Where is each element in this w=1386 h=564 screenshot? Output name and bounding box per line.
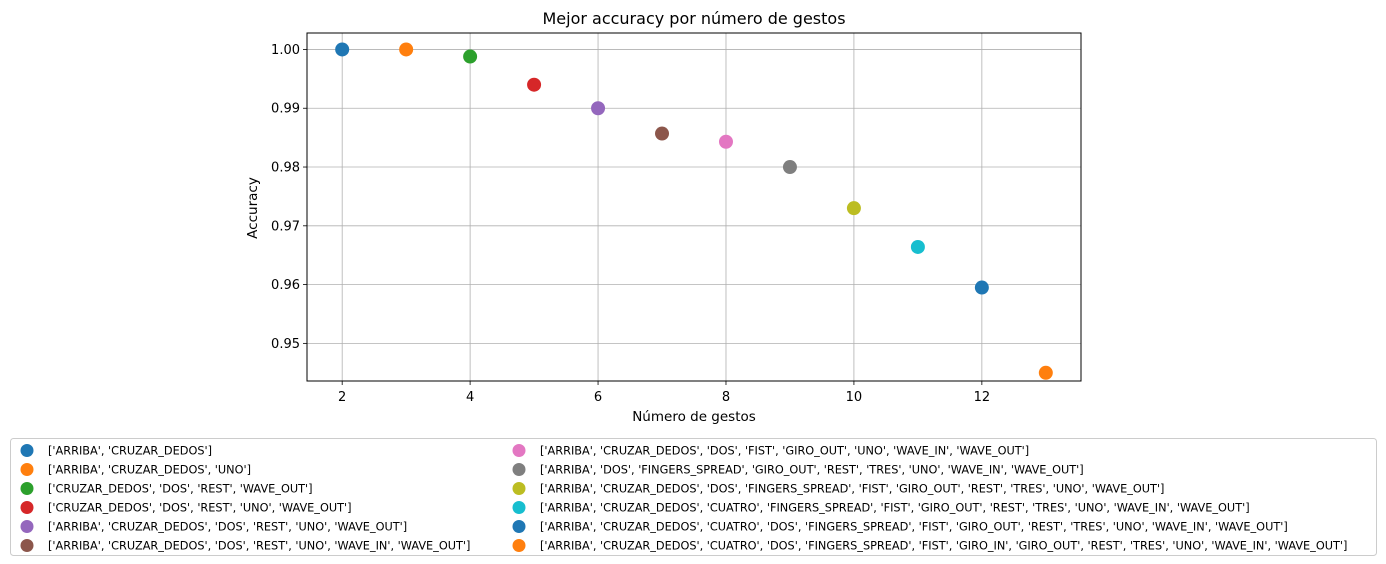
data-point <box>655 126 670 141</box>
legend-label: ['ARRIBA', 'CRUZAR_DEDOS', 'DOS', 'REST'… <box>48 521 407 534</box>
data-point <box>846 201 861 216</box>
x-axis-title: Número de gestos <box>632 409 756 425</box>
data-point <box>399 42 414 57</box>
y-axis-title: Accuracy <box>245 177 261 239</box>
legend-label: ['CRUZAR_DEDOS', 'DOS', 'REST', 'WAVE_OU… <box>48 483 313 496</box>
legend: ['ARRIBA', 'CRUZAR_DEDOS'] ['ARRIBA', 'CR… <box>10 438 1377 556</box>
legend-item: ['ARRIBA', 'CRUZAR_DEDOS', 'CUATRO', 'DO… <box>512 520 1288 534</box>
legend-marker <box>20 520 34 533</box>
y-tick-label: 1.00 <box>271 43 300 58</box>
legend-marker <box>20 539 34 552</box>
legend-label: ['ARRIBA', 'CRUZAR_DEDOS', 'DOS', 'FINGE… <box>540 483 1164 496</box>
legend-item: ['ARRIBA', 'CRUZAR_DEDOS', 'CUATRO', 'DO… <box>512 539 1347 553</box>
y-tick-label: 0.99 <box>271 102 300 117</box>
legend-marker <box>512 539 526 552</box>
x-tick-label: 10 <box>846 390 863 405</box>
data-point <box>910 239 925 254</box>
x-tick-label: 6 <box>594 390 602 405</box>
y-tick-label: 0.95 <box>271 337 300 352</box>
legend-item: ['CRUZAR_DEDOS', 'DOS', 'REST', 'WAVE_OU… <box>20 482 313 496</box>
x-tick-label: 2 <box>338 390 346 405</box>
legend-marker <box>512 482 526 495</box>
legend-marker <box>20 482 34 495</box>
legend-item: ['ARRIBA', 'CRUZAR_DEDOS', 'DOS', 'REST'… <box>20 539 470 553</box>
legend-label: ['ARRIBA', 'CRUZAR_DEDOS', 'UNO'] <box>48 464 251 477</box>
legend-label: ['ARRIBA', 'CRUZAR_DEDOS', 'CUATRO', 'FI… <box>540 502 1250 515</box>
chart-title: Mejor accuracy por número de gestos <box>542 9 845 28</box>
y-tick-label: 0.98 <box>271 161 300 176</box>
legend-marker <box>20 444 34 457</box>
y-tick-label: 0.96 <box>271 278 300 293</box>
legend-item: ['ARRIBA', 'CRUZAR_DEDOS', 'DOS', 'FIST'… <box>512 444 1029 458</box>
data-point <box>1038 365 1053 380</box>
legend-item: ['ARRIBA', 'DOS', 'FINGERS_SPREAD', 'GIR… <box>512 463 1084 477</box>
data-point <box>974 280 989 295</box>
legend-label: ['ARRIBA', 'CRUZAR_DEDOS'] <box>48 445 212 458</box>
data-points <box>335 42 1053 380</box>
legend-label: ['ARRIBA', 'CRUZAR_DEDOS', 'CUATRO', 'DO… <box>540 540 1347 553</box>
data-point <box>335 42 350 57</box>
y-tick-label: 0.97 <box>271 219 300 234</box>
legend-item: ['ARRIBA', 'CRUZAR_DEDOS', 'DOS', 'REST'… <box>20 520 407 534</box>
legend-marker <box>512 520 526 533</box>
legend-label: ['ARRIBA', 'CRUZAR_DEDOS', 'DOS', 'FIST'… <box>540 445 1029 458</box>
x-tick-label: 8 <box>722 390 730 405</box>
data-point <box>527 77 542 92</box>
legend-box <box>10 438 1377 556</box>
data-point <box>591 101 606 116</box>
data-point <box>782 160 797 175</box>
plot-area-frame <box>306 32 1082 382</box>
data-point <box>718 134 733 149</box>
data-point <box>463 49 478 64</box>
legend-marker <box>512 444 526 457</box>
legend-label: ['ARRIBA', 'CRUZAR_DEDOS', 'CUATRO', 'DO… <box>540 521 1288 534</box>
legend-label: ['CRUZAR_DEDOS', 'DOS', 'REST', 'UNO', '… <box>48 502 352 515</box>
grid <box>307 33 1081 381</box>
axis-ticks: 2 4 6 8 10 12 0.95 0.96 0.97 0.98 0.99 1.00 <box>271 43 990 405</box>
legend-marker <box>20 463 34 476</box>
x-tick-label: 12 <box>974 390 991 405</box>
x-tick-label: 4 <box>466 390 474 405</box>
legend-label: ['ARRIBA', 'DOS', 'FINGERS_SPREAD', 'GIR… <box>540 464 1084 477</box>
legend-item: ['ARRIBA', 'CRUZAR_DEDOS', 'CUATRO', 'FI… <box>512 501 1250 515</box>
legend-label: ['ARRIBA', 'CRUZAR_DEDOS', 'DOS', 'REST'… <box>48 540 470 553</box>
legend-item: ['ARRIBA', 'CRUZAR_DEDOS'] <box>20 444 212 458</box>
legend-item: ['ARRIBA', 'CRUZAR_DEDOS', 'DOS', 'FINGE… <box>512 482 1164 496</box>
legend-marker <box>512 463 526 476</box>
legend-marker <box>20 501 34 514</box>
legend-item: ['CRUZAR_DEDOS', 'DOS', 'REST', 'UNO', '… <box>20 501 352 515</box>
legend-item: ['ARRIBA', 'CRUZAR_DEDOS', 'UNO'] <box>20 463 251 477</box>
legend-marker <box>512 501 526 514</box>
